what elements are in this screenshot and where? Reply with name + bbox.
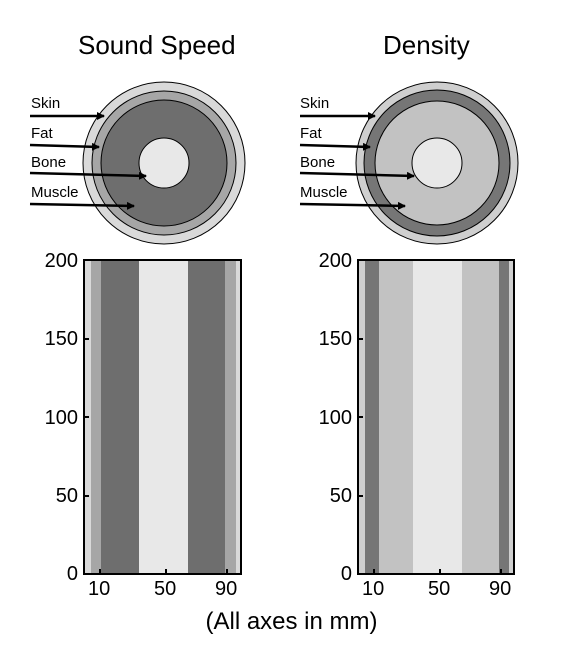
fat-band-right	[499, 260, 509, 574]
density-profile	[357, 259, 515, 575]
muscle-arrow	[29, 201, 135, 210]
fat-arrow	[29, 142, 100, 151]
label-muscle: Muscle	[300, 184, 348, 201]
x-tick-label: 90	[215, 578, 238, 600]
x-tick-label: 10	[88, 578, 111, 600]
y-tick-label: 50	[55, 485, 78, 507]
panel-title-density: Density	[383, 30, 470, 60]
bone-core	[138, 137, 190, 189]
muscle-arrow	[299, 201, 406, 210]
sound-speed-cross-section	[29, 81, 246, 245]
label-bone: Bone	[300, 154, 336, 171]
panel-title-sound-speed: Sound Speed	[78, 30, 236, 60]
x-tick-label: 10	[362, 578, 385, 600]
label-fat: Fat	[300, 125, 322, 142]
y-tick-label: 0	[66, 563, 78, 585]
bone-core	[411, 137, 463, 189]
label-muscle: Muscle	[31, 184, 79, 201]
label-skin: Skin	[31, 95, 61, 112]
label-fat: Fat	[31, 125, 53, 142]
axes-units-caption: (All axes in mm)	[205, 608, 378, 635]
label-bone: Bone	[31, 154, 67, 171]
muscle-band-right	[188, 260, 225, 574]
fat-band-right	[225, 260, 236, 574]
muscle-band-right	[462, 260, 499, 574]
x-tick-label: 50	[154, 578, 177, 600]
x-tick-label: 90	[489, 578, 512, 600]
y-tick-label: 150	[44, 328, 78, 350]
y-tick-label: 50	[329, 485, 352, 507]
bone-arrow	[29, 171, 147, 180]
bone-band	[413, 260, 462, 574]
density-cross-section	[299, 81, 519, 245]
y-tick-label: 100	[44, 407, 78, 429]
y-tick-label: 0	[340, 563, 352, 585]
sound-speed-profile	[83, 259, 242, 575]
muscle-band-left	[101, 260, 139, 574]
bone-band	[139, 260, 188, 574]
y-tick-label: 200	[44, 250, 78, 272]
bone-arrow	[299, 171, 415, 180]
fat-band-left	[91, 260, 101, 574]
y-tick-label: 100	[318, 407, 352, 429]
label-skin: Skin	[300, 95, 330, 112]
x-tick-label: 50	[428, 578, 451, 600]
fat-band-left	[365, 260, 379, 574]
y-tick-label: 150	[318, 328, 352, 350]
fat-arrow	[299, 142, 371, 151]
muscle-band-left	[379, 260, 413, 574]
y-tick-label: 200	[318, 250, 352, 272]
